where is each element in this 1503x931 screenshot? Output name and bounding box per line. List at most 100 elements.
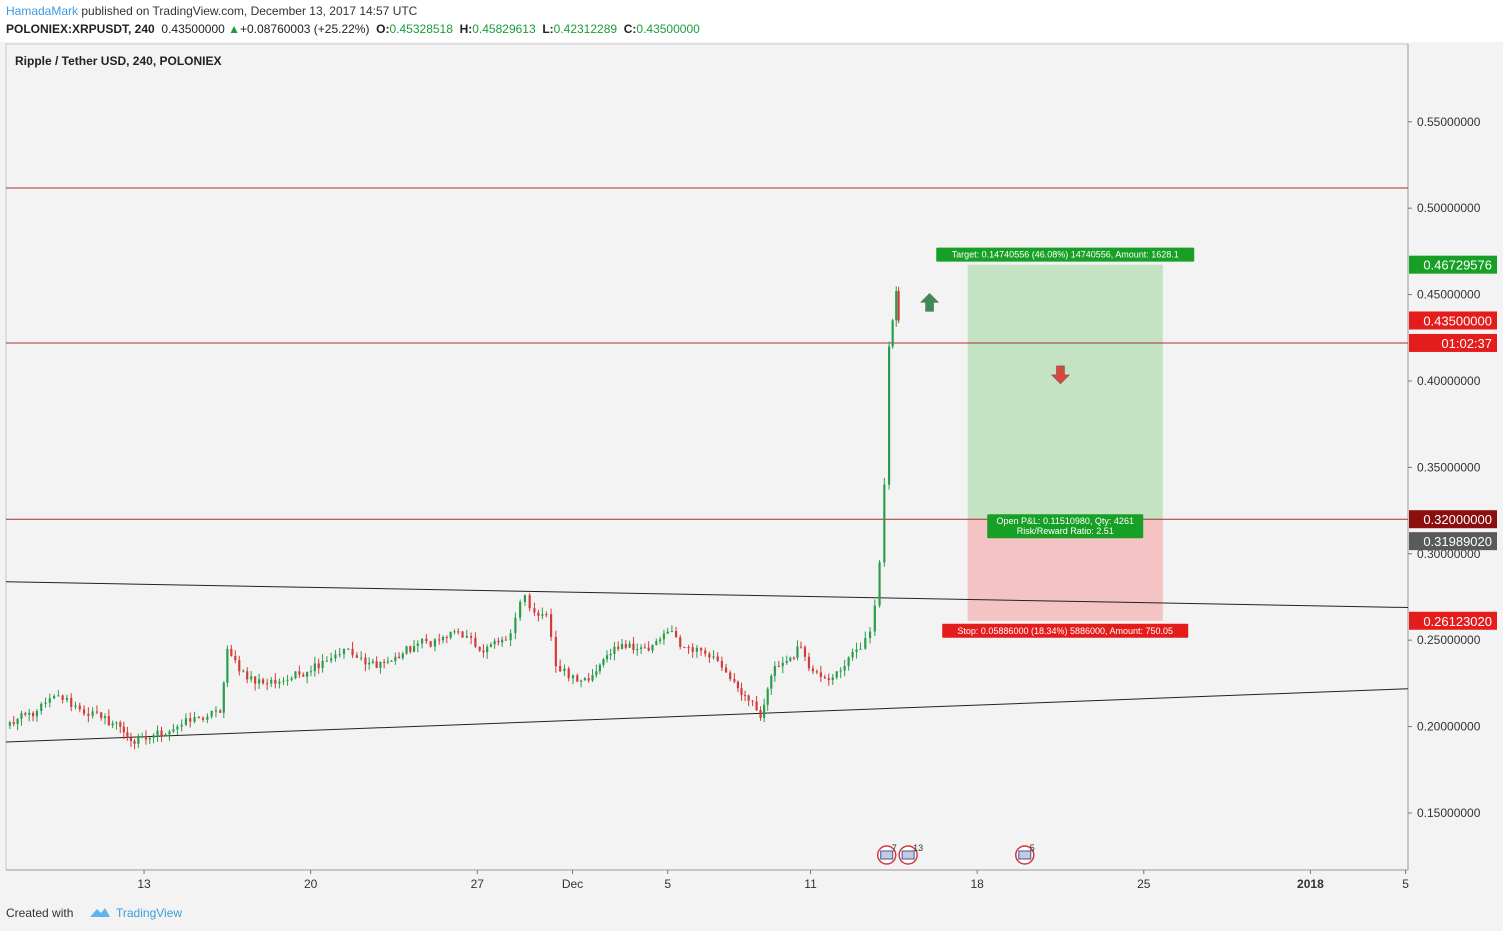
candle	[115, 722, 118, 724]
price-tag-label: 0.43500000	[1423, 313, 1492, 328]
candle	[605, 655, 609, 660]
candle	[785, 660, 788, 663]
footer	[0, 896, 1503, 931]
candle	[567, 668, 570, 679]
candle	[261, 679, 265, 684]
candle	[137, 737, 140, 744]
candle	[390, 660, 393, 662]
stop-label: Stop: 0.05886000 (18.34%) 5886000, Amoun…	[942, 623, 1189, 638]
candle	[172, 729, 175, 732]
candle	[489, 644, 492, 647]
author-link[interactable]: HamadaMark	[6, 4, 79, 18]
trendline	[5, 581, 1409, 609]
candle	[724, 667, 728, 673]
candle	[119, 722, 122, 727]
up-arrow-icon	[919, 292, 940, 312]
y-tick-label: 0.15000000	[1417, 806, 1481, 820]
candle	[639, 647, 643, 649]
footer-created: Created with	[6, 906, 74, 920]
candle	[258, 679, 261, 684]
candle	[441, 636, 445, 641]
candle	[122, 726, 125, 733]
candle	[559, 666, 562, 672]
candle	[591, 675, 594, 681]
candle	[636, 648, 639, 651]
candle	[100, 712, 103, 718]
candle	[294, 671, 297, 679]
candle	[823, 677, 826, 679]
candle	[250, 676, 253, 680]
candle	[274, 679, 277, 684]
candle	[31, 712, 35, 717]
x-tick-label: Dec	[562, 877, 583, 891]
candle	[501, 639, 504, 643]
economic-events: 7 13 5	[876, 843, 1035, 865]
y-tick-label: 0.55000000	[1417, 115, 1481, 129]
x-tick-label: 13	[137, 877, 151, 891]
candle	[242, 671, 245, 673]
candle	[868, 631, 872, 639]
candle	[270, 679, 273, 684]
candle	[465, 636, 468, 638]
candle	[449, 631, 452, 638]
target-zone	[967, 264, 1163, 520]
x-tick-label: 2018	[1297, 877, 1324, 891]
candle	[679, 637, 682, 648]
signal-arrows	[919, 292, 1071, 385]
event-count: 13	[913, 843, 923, 853]
target-label-box	[936, 247, 1195, 262]
y-tick-label: 0.50000000	[1417, 201, 1481, 215]
candle	[851, 651, 854, 658]
candle	[107, 716, 110, 726]
candle	[425, 638, 428, 642]
candle	[576, 675, 579, 682]
candle	[815, 671, 818, 673]
candle	[290, 678, 293, 680]
candle	[777, 666, 780, 668]
x-tick-label: 25	[1137, 877, 1151, 891]
flag-stripes	[1018, 850, 1032, 860]
candle	[691, 647, 694, 652]
x-tick-label: 5	[664, 877, 671, 891]
candle	[683, 647, 686, 649]
candle	[716, 656, 719, 661]
time-axis: 13 20 27 Dec 5 11 18 25 2018 5	[137, 870, 1409, 891]
price-chart[interactable]: Ripple / Tether USD, 240, POLONIEX 7 13 5 …	[0, 0, 1503, 896]
candle	[20, 713, 23, 719]
price-tag	[1409, 311, 1497, 330]
candle	[334, 654, 337, 659]
target-label-text: Target: 0.14740556 (46.08%) 14740556, Am…	[952, 250, 1179, 260]
candle	[617, 646, 620, 649]
candle	[895, 291, 898, 321]
candle	[317, 663, 320, 669]
open-value: 0.45328518	[389, 22, 453, 36]
close-label: C:	[623, 22, 637, 36]
candle	[445, 636, 448, 638]
candle	[420, 638, 424, 644]
high-value: 0.45829613	[472, 22, 536, 36]
candle	[563, 668, 566, 672]
chart-title: Ripple / Tether USD, 240, POLONIEX	[15, 54, 222, 68]
flag-stripes	[880, 850, 894, 860]
candle	[766, 688, 769, 705]
candle	[461, 631, 464, 638]
candle	[497, 640, 500, 643]
candle	[176, 726, 179, 730]
ohlc-line: POLONIEX:XRPUSDT, 240 0.43500000 ▲+0.087…	[6, 22, 700, 36]
candle	[82, 709, 86, 714]
candle	[401, 653, 404, 659]
candle	[371, 661, 374, 663]
risk-reward-text: Risk/Reward Ratio: 2.51	[1017, 526, 1114, 536]
candle	[351, 648, 354, 656]
footer-brand-link[interactable]: TradingView	[88, 906, 182, 920]
candle	[541, 614, 544, 616]
candle	[554, 637, 557, 667]
price-tag	[1409, 532, 1497, 551]
candle	[743, 695, 747, 697]
candle	[24, 713, 27, 715]
plot-area[interactable]	[5, 43, 1409, 871]
candle	[835, 671, 838, 678]
candle	[234, 655, 237, 661]
price-tag	[1409, 333, 1497, 352]
candle	[759, 710, 762, 718]
